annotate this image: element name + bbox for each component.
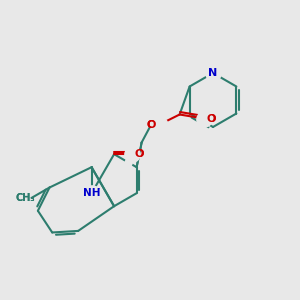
Text: O: O (147, 119, 156, 130)
Text: NH: NH (83, 188, 100, 198)
Text: NH: NH (83, 188, 100, 198)
Text: O: O (135, 149, 144, 159)
Text: O: O (135, 149, 144, 159)
Text: O: O (207, 113, 216, 124)
Text: CH₃: CH₃ (16, 193, 35, 203)
Text: CH₃: CH₃ (16, 193, 35, 203)
Text: O: O (147, 119, 156, 130)
Text: N: N (208, 68, 217, 78)
Text: N: N (208, 68, 217, 78)
Text: O: O (207, 113, 216, 124)
